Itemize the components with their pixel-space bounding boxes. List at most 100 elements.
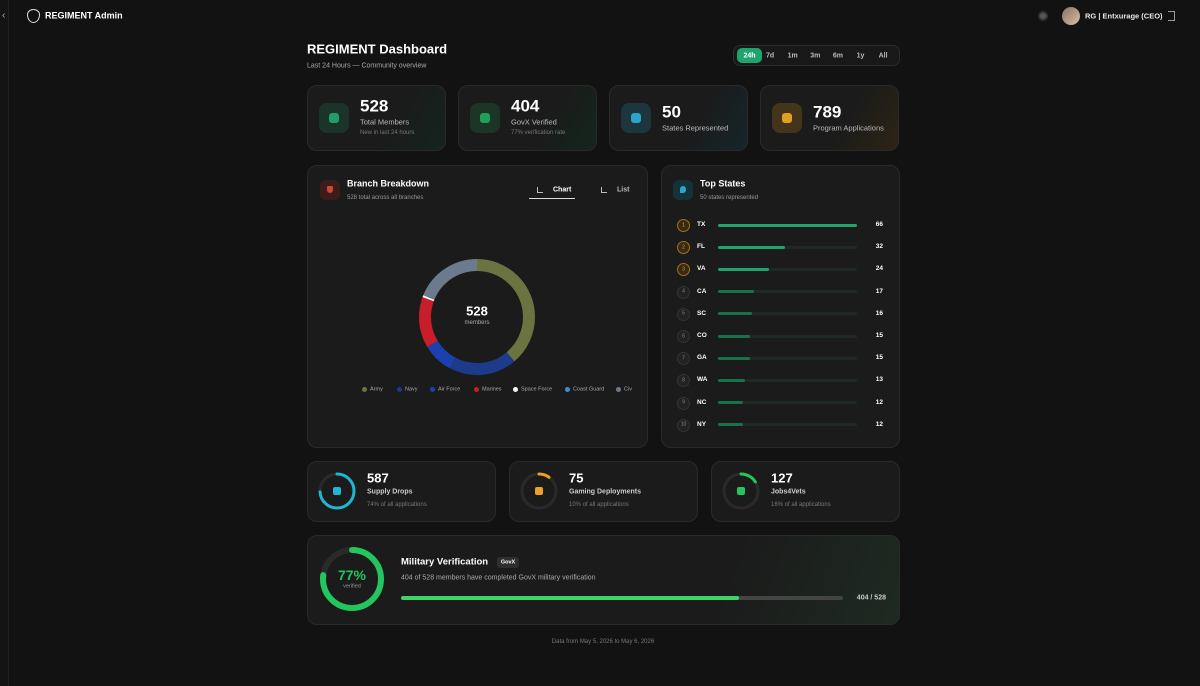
collapse-button[interactable]: ‹ (2, 10, 6, 21)
state-code: FL (697, 242, 705, 250)
stat-note: New in last 24 hours (360, 130, 415, 136)
bar-track (718, 290, 857, 294)
state-bar (718, 334, 750, 338)
program-note: 74% of all applications (367, 502, 427, 508)
legend-dot (474, 387, 479, 392)
legend-dot (430, 387, 435, 392)
state-value: 12 (875, 398, 883, 406)
state-bar (718, 312, 752, 316)
user-name: RG | Entxurage (CEO) (1085, 11, 1163, 21)
bar-track (718, 356, 857, 360)
rank-number: 4 (682, 288, 685, 295)
tab-label: List (617, 186, 630, 194)
stat-icon-glyph (782, 113, 792, 123)
legend-label: Civ (624, 386, 632, 393)
rank-number: 6 (682, 333, 685, 339)
program-icon (333, 487, 341, 495)
program-value: 75 (569, 470, 584, 486)
avatar[interactable] (1062, 7, 1080, 25)
range-label: 1y (856, 52, 865, 59)
state-code: VA (697, 265, 706, 273)
state-value: 12 (875, 420, 883, 428)
legend-label: Air Force (438, 386, 461, 393)
state-bar (718, 401, 744, 405)
program-label: Jobs4Vets (771, 488, 806, 496)
rank-number: 8 (682, 377, 685, 384)
legend-label: Navy (405, 386, 418, 393)
brand: REGIMENT Admin (45, 10, 123, 21)
bar-track (718, 267, 857, 271)
stat-value: 789 (813, 102, 842, 122)
tab-label: Chart (553, 186, 572, 194)
state-code: GA (697, 353, 707, 361)
progress-label: 404 / 528 (856, 594, 886, 602)
stat-label: GovX Verified (511, 117, 557, 127)
rank-badge (677, 418, 690, 432)
stat-value: 528 (360, 96, 389, 116)
sidebar-strip (0, 0, 9, 686)
legend-label: Marines (482, 386, 502, 393)
tab-icon (601, 187, 607, 193)
bar-track (718, 334, 857, 338)
view-tab[interactable] (593, 182, 639, 199)
bar-track (718, 312, 857, 316)
dashboard-subtitle: Last 24 Hours — Community overview (307, 62, 427, 70)
state-bar (718, 223, 857, 227)
stat-label: States Represented (662, 123, 729, 133)
bar-track (718, 401, 857, 405)
state-code: CA (697, 287, 707, 295)
states-panel (661, 165, 900, 448)
state-code: NY (697, 420, 707, 428)
stat-card (609, 85, 748, 151)
state-bar (718, 356, 750, 360)
stat-value: 404 (511, 96, 540, 116)
state-value: 24 (875, 265, 883, 273)
program-card (307, 461, 496, 522)
legend-label: Army (370, 386, 383, 393)
rank-badge (677, 285, 690, 299)
settings-button[interactable] (1038, 11, 1048, 21)
rank-badge (677, 219, 690, 232)
range-label: 3m (810, 52, 821, 59)
verification-percent: 77% (337, 567, 367, 583)
verification-description: 404 of 528 members have completed GovX m… (401, 574, 596, 582)
range-label: All (878, 52, 888, 59)
state-value: 32 (875, 242, 883, 250)
state-code: CO (697, 331, 707, 339)
state-bar (718, 290, 754, 294)
rank-badge (677, 241, 690, 255)
stat-icon-glyph (631, 113, 641, 123)
view-tab[interactable] (529, 182, 575, 199)
bar-track (718, 378, 857, 382)
donut-center-value: 528 (466, 303, 488, 319)
state-bar (718, 423, 744, 427)
legend-dot (397, 387, 402, 392)
state-code: WA (697, 376, 708, 384)
footer-note: Data from May 5, 2026 to May 6, 2026 (551, 639, 655, 645)
verification-title: Military Verification (401, 556, 489, 568)
legend-dot (616, 387, 621, 392)
range-label: 7d (766, 52, 775, 59)
logout-button[interactable] (1168, 11, 1175, 21)
rank-number: 5 (682, 310, 685, 317)
rank-number: 7 (682, 355, 685, 362)
stat-note: 77% verification rate (511, 130, 566, 136)
logo (27, 9, 40, 23)
rank-number: 9 (682, 399, 685, 406)
legend-dot (513, 387, 518, 392)
state-value: 16 (875, 309, 883, 317)
state-bar (718, 378, 746, 382)
state-value: 13 (875, 376, 883, 384)
bar-track (718, 423, 857, 427)
range-button[interactable] (737, 48, 762, 63)
legend-label: Coast Guard (573, 386, 605, 393)
program-note: 10% of all applications (569, 502, 629, 508)
range-label: 6m (832, 52, 843, 59)
badge-label: GovX (500, 558, 516, 565)
stat-value: 50 (662, 102, 681, 122)
rank-number: 10 (680, 421, 687, 428)
badge (497, 557, 519, 568)
rank-badge (677, 307, 690, 321)
bar-track (718, 245, 857, 249)
